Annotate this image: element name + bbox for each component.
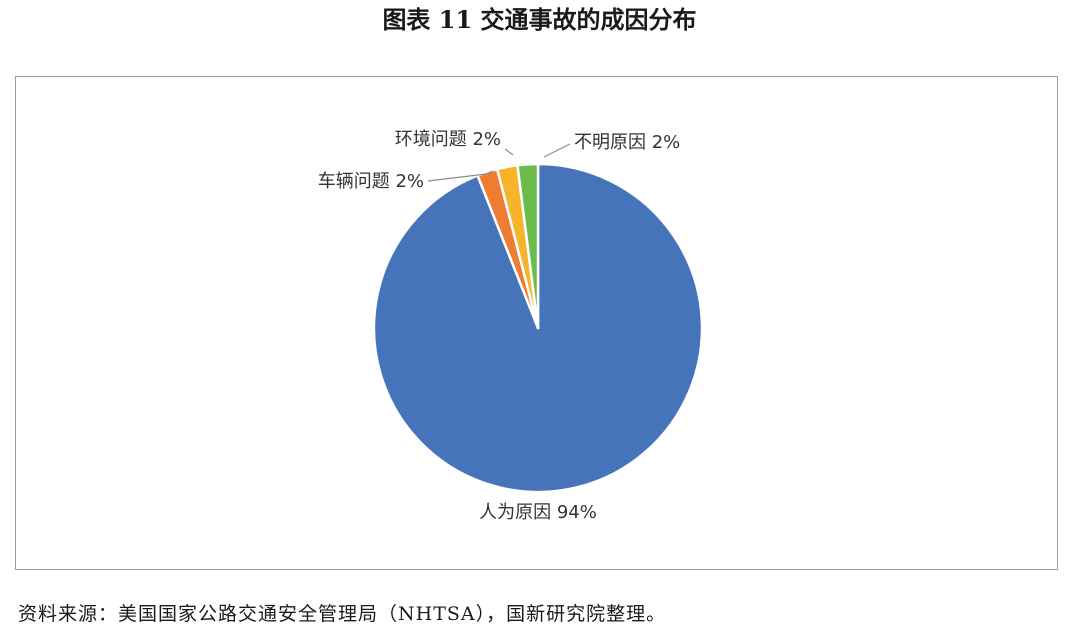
- data-label-4: 不明原因 2%: [574, 132, 680, 153]
- data-label-1: 人为原因 94%: [479, 502, 597, 523]
- figure-title: 图表 11 交通事故的成因分布: [382, 5, 697, 34]
- leader-line-4: [543, 143, 571, 158]
- data-label-2: 车辆问题 2%: [318, 171, 424, 192]
- data-label-3: 环境问题 2%: [395, 129, 501, 150]
- leader-line-2: [427, 170, 494, 182]
- pie-slice-4: [516, 162, 540, 330]
- source-note: 资料来源：美国国家公路交通安全管理局（NHTSA），国新研究院整理。: [18, 603, 667, 625]
- leader-line-3: [504, 148, 514, 156]
- pie-chart: 人为原因 94% 车辆问题 2% 环境问题 2% 不明原因 2%: [318, 129, 704, 523]
- chart-frame: 人为原因 94% 车辆问题 2% 环境问题 2% 不明原因 2%: [15, 76, 1058, 570]
